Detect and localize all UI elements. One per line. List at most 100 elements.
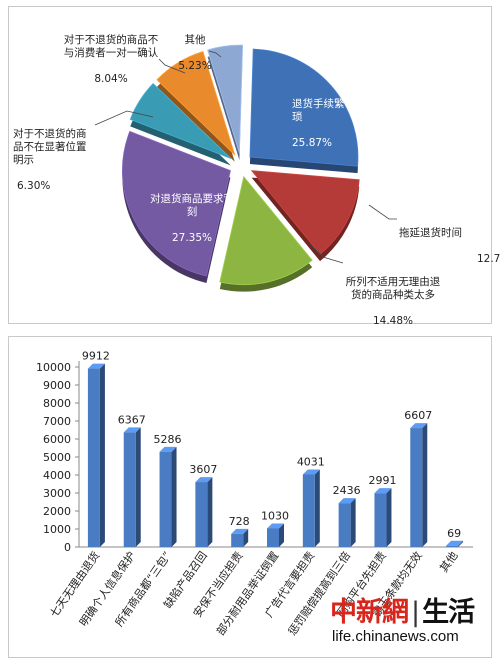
y-tick-label-4: 4000 bbox=[43, 469, 71, 482]
pie-slice-2 bbox=[219, 175, 313, 286]
bar-1 bbox=[123, 432, 136, 547]
bar-value-label-0: 9912 bbox=[82, 350, 110, 363]
bar-8 bbox=[374, 493, 387, 547]
bar-value-label-9: 6607 bbox=[404, 409, 432, 422]
brand-logo-text: 中新網 | 生活 bbox=[330, 590, 475, 629]
bar-side-5 bbox=[279, 523, 284, 547]
y-tick-label-2: 2000 bbox=[43, 505, 71, 518]
pie-chart bbox=[94, 44, 397, 292]
bar-side-0 bbox=[99, 363, 105, 547]
bar-top-8 bbox=[374, 488, 392, 494]
pie-label-3-value: 27.35% bbox=[171, 232, 213, 244]
pie-label-2: 所列不适用无理由退货的商品种类太多 14.48% bbox=[345, 263, 441, 328]
bar-top-6 bbox=[302, 469, 320, 475]
y-tick-label-5: 5000 bbox=[43, 451, 71, 464]
brand-separator: | bbox=[411, 597, 420, 628]
pie-label-1-value: 12.73% bbox=[476, 253, 500, 265]
pie-label-5: 对于不退货的商品不与消费者一对一确认 8.04% bbox=[63, 21, 159, 86]
y-tick-label-3: 3000 bbox=[43, 487, 71, 500]
bar-6 bbox=[302, 474, 315, 547]
bar-9 bbox=[410, 428, 423, 547]
bar-top-10 bbox=[446, 540, 464, 546]
chinanews-watermark: 中新網 | 生活 life.chinanews.com bbox=[330, 590, 495, 660]
bar-5 bbox=[267, 528, 279, 547]
bar-value-label-4: 728 bbox=[229, 515, 250, 528]
y-tick-label-10: 10000 bbox=[36, 361, 71, 374]
bar-side-4 bbox=[243, 528, 249, 547]
y-tick-label-7: 7000 bbox=[43, 415, 71, 428]
pie-label-3-name: 对退货商品要求苛刻 bbox=[150, 193, 234, 218]
bar-7 bbox=[338, 503, 351, 547]
pie-slice-5 bbox=[156, 51, 236, 156]
pie-label-2-value: 14.48% bbox=[372, 315, 414, 327]
bar-10 bbox=[446, 545, 459, 547]
bar-top-1 bbox=[123, 427, 141, 433]
bar-side-10 bbox=[458, 540, 464, 547]
brand-url: life.chinanews.com bbox=[332, 628, 459, 645]
bar-value-label-10: 69 bbox=[447, 527, 461, 540]
y-tick-label-0: 0 bbox=[64, 541, 71, 554]
bar-value-label-5: 1030 bbox=[261, 509, 289, 522]
pie-label-6-name: 其他 bbox=[184, 34, 206, 46]
pie-leader-line-3 bbox=[158, 58, 186, 74]
bar-top-4 bbox=[231, 528, 249, 534]
bar-top-9 bbox=[410, 423, 428, 429]
pie-label-5-name: 对于不退货的商品不与消费者一对一确认 bbox=[63, 34, 159, 59]
bar-value-label-3: 3607 bbox=[189, 463, 217, 476]
y-tick-label-6: 6000 bbox=[43, 433, 71, 446]
bar-top-3 bbox=[195, 477, 213, 483]
bar-side-6 bbox=[314, 469, 320, 547]
pie-label-0: 退货手续繁琐 25.87% bbox=[292, 85, 346, 150]
pie-label-4-name: 对于不退货的商品不在显著位置明示 bbox=[13, 128, 87, 166]
bar-top-5 bbox=[267, 523, 284, 529]
pie-label-6: 其他 5.23% bbox=[171, 21, 219, 73]
pie-label-6-value: 5.23% bbox=[178, 60, 212, 72]
pie-slice-1 bbox=[250, 170, 360, 255]
bar-side-7 bbox=[350, 498, 356, 547]
bar-top-2 bbox=[159, 446, 177, 452]
pie-label-1-name: 拖延退货时间 bbox=[399, 227, 462, 239]
bar-top-0 bbox=[87, 363, 105, 369]
pie-label-0-value: 25.87% bbox=[292, 137, 333, 149]
bar-side-1 bbox=[135, 427, 141, 547]
bar-top-7 bbox=[338, 498, 356, 504]
x-tick-label-5: 部分耐用品举证倒置 bbox=[213, 549, 281, 638]
pie-leader-line-2 bbox=[94, 110, 154, 126]
pie-label-1: 拖延退货时间 12.73% bbox=[399, 214, 500, 279]
y-tick-label-8: 8000 bbox=[43, 397, 71, 410]
bar-chart-panel: 0 1000 2000 3000 4000 5000 6000 7000 8000 9000 100… bbox=[8, 336, 492, 658]
pie-chart-panel: 退货手续繁琐 25.87% 拖延退货时间 12.73% 所列不适用无理由退货的商… bbox=[8, 6, 500, 327]
pie-label-2-name: 所列不适用无理由退货的商品种类太多 bbox=[345, 276, 441, 301]
bar-side-9 bbox=[422, 423, 428, 547]
bar-value-label-1: 6367 bbox=[118, 413, 146, 426]
bar-3 bbox=[195, 482, 208, 547]
bar-side-2 bbox=[171, 446, 177, 547]
y-tick-label-1: 1000 bbox=[43, 523, 71, 536]
bar-value-label-7: 2436 bbox=[333, 484, 361, 497]
brand-channel: 生活 bbox=[422, 597, 475, 628]
pie-leader-line-4 bbox=[208, 50, 222, 58]
bar-value-label-6: 4031 bbox=[297, 455, 325, 468]
bar-2 bbox=[159, 451, 172, 547]
bar-0 bbox=[87, 368, 100, 547]
brand-name-red: 中新網 bbox=[330, 597, 409, 628]
x-tick-label-10: 其他 bbox=[437, 549, 460, 574]
pie-label-4-value: 6.30% bbox=[17, 180, 51, 192]
pie-leader-line-0 bbox=[368, 204, 397, 220]
pie-label-0-name: 退货手续繁琐 bbox=[292, 98, 345, 123]
pie-leader-line-1 bbox=[308, 242, 344, 264]
pie-slice-4 bbox=[129, 83, 232, 159]
bar-side-3 bbox=[207, 477, 213, 547]
pie-slice-6 bbox=[207, 44, 244, 154]
bar-4 bbox=[231, 533, 244, 547]
bar-chart: 0 1000 2000 3000 4000 5000 6000 7000 8000 9000 100… bbox=[36, 350, 473, 638]
pie-label-5-value: 8.04% bbox=[94, 73, 128, 85]
pie-label-4: 对于不退货的商品不在显著位置明示 6.30% bbox=[13, 115, 95, 206]
bar-side-8 bbox=[386, 488, 392, 547]
y-tick-label-9: 9000 bbox=[43, 379, 71, 392]
pie-label-3: 对退货商品要求苛刻 27.35% bbox=[149, 180, 235, 245]
pie-slice-0 bbox=[249, 48, 359, 167]
pie-slice-3 bbox=[122, 130, 231, 277]
bar-value-label-2: 5286 bbox=[154, 433, 182, 446]
